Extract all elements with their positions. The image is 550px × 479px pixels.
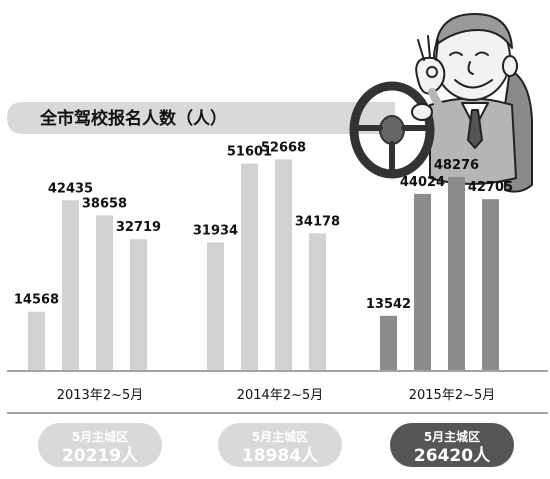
chart-title: 全市驾校报名人数（人） [39,108,227,129]
bar-3-3 [448,176,465,370]
bar-value-label: 42435 [48,181,93,196]
summary-value: 26420人 [414,446,491,466]
bar-2-4 [309,233,326,370]
group-label: 2013年2~5月 [57,388,144,403]
bar-value-label: 38658 [82,196,127,211]
summary-value: 18984人 [242,446,319,466]
bar-value-label: 34178 [295,214,340,229]
title-banner: 全市驾校报名人数（人） [7,102,395,134]
bar-value-label: 14568 [14,293,59,308]
bar-value-label: 44024 [400,175,445,190]
bar-1-2 [62,200,79,370]
bar-value-label: 51601 [227,145,272,160]
summary-caption: 5月主城区 [424,429,480,444]
bar-value-label: 31934 [193,223,238,238]
bar-3-1 [380,315,397,370]
summary-pill [218,423,342,467]
group-label: 2014年2~5月 [237,388,324,403]
bar-2-3 [275,159,292,370]
bar-3-4 [482,199,499,370]
bar-1-3 [96,215,113,370]
bar-2-1 [207,242,224,370]
bar-value-label: 13542 [366,297,411,312]
bar-value-label: 32719 [116,220,161,235]
bar-value-label: 48276 [434,158,479,173]
bar-value-label: 42705 [468,180,513,195]
summary-caption: 5月主城区 [72,429,128,444]
summary-caption: 5月主城区 [252,429,308,444]
bar-3-2 [414,193,431,370]
bar-1-4 [130,239,147,370]
summary-pill [390,423,514,467]
bar-value-label: 52668 [261,140,306,155]
bar-2-2 [241,163,258,370]
summary-pill [38,423,162,467]
group-label: 2015年2~5月 [409,388,496,403]
summary-value: 20219人 [62,446,139,466]
bar-1-1 [28,311,45,370]
